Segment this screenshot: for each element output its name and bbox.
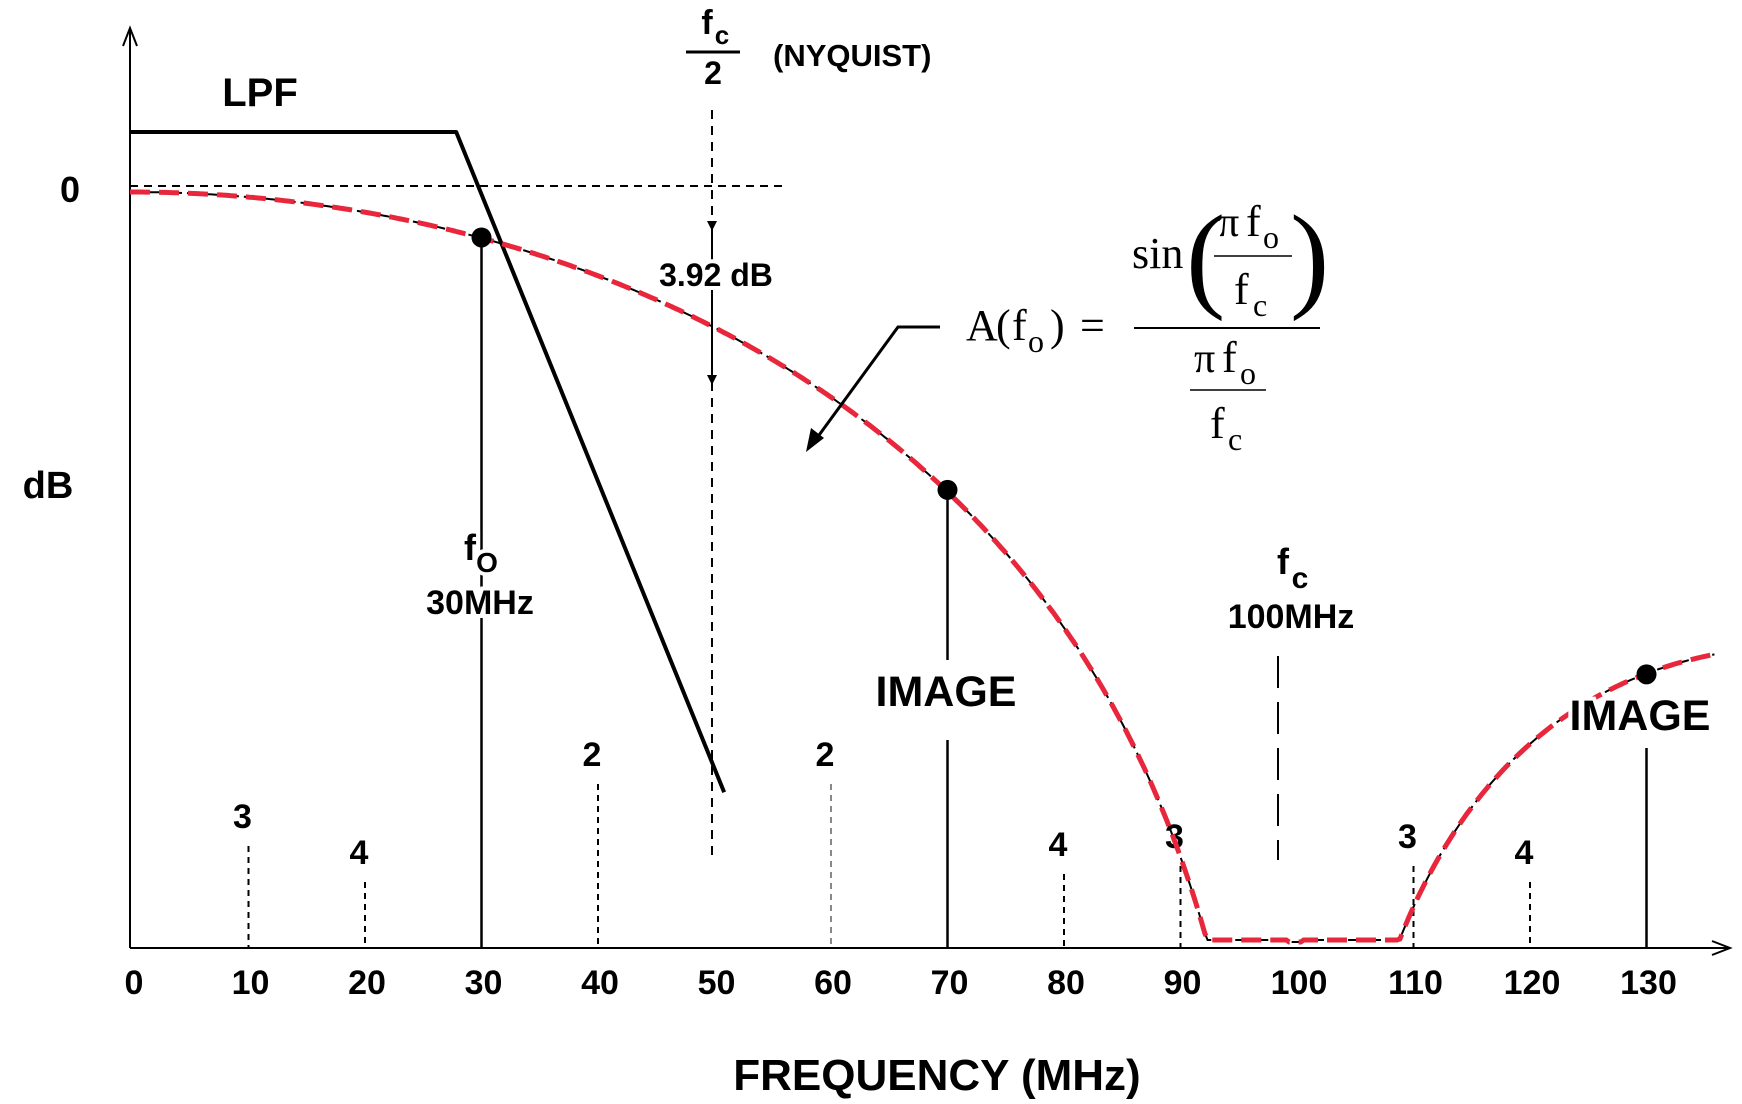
formula-den-f: f	[1222, 333, 1237, 382]
x-tick-label: 100	[1271, 964, 1328, 1002]
sinc-formula: A ( f o ) = sin ( π f o f c ) π f o f c	[966, 191, 1329, 457]
x-tick-label: 20	[348, 964, 386, 1002]
fo-label-symbol: f	[464, 527, 477, 568]
sinc-curve-series	[130, 189, 1715, 945]
formula-pointer-arrowhead-icon	[806, 428, 824, 452]
image-marker-label: 3	[1398, 818, 1417, 856]
nyquist-frac-denominator: 2	[704, 55, 722, 91]
x-tick-label: 0	[125, 964, 144, 1002]
image-marker-label: 4	[350, 834, 369, 872]
formula-lhs-sub: o	[1028, 323, 1044, 359]
fo-point	[471, 227, 492, 248]
image-marker-label: 4	[1515, 834, 1534, 872]
image-point-130	[1636, 664, 1657, 685]
formula-num-den-f: f	[1234, 265, 1249, 314]
formula-num-den-sub-c: c	[1253, 287, 1267, 323]
y-axis-label: dB	[23, 465, 74, 507]
y-zero-label: 0	[60, 169, 80, 210]
fc-label-subscript: c	[1292, 562, 1309, 595]
x-axis-arrow-icon	[1711, 940, 1733, 956]
x-tick-label: 70	[931, 964, 969, 1002]
image-marker-label: 2	[816, 736, 835, 774]
lpf-line	[130, 129, 727, 794]
formula-den-pi: π	[1194, 336, 1215, 382]
nyquist-frac-numerator: f	[701, 4, 713, 42]
formula-sin: sin	[1132, 229, 1183, 278]
lpf-label: LPF	[222, 71, 298, 115]
x-tick-label: 80	[1047, 964, 1085, 1002]
x-tick-label: 50	[698, 964, 736, 1002]
formula-lhs-f: f	[1012, 301, 1027, 350]
x-tick-label: 10	[232, 964, 270, 1002]
formula-num-pi: π	[1218, 200, 1239, 246]
image-marker-label: 3	[233, 798, 252, 836]
image-label-130: IMAGE	[1570, 692, 1711, 740]
nyquist-fraction: f c 2	[686, 4, 740, 91]
nyquist-frac-numerator-sub: c	[715, 20, 729, 50]
formula-lhs-open-paren: (	[996, 301, 1011, 350]
formula-lhs-close-paren: )	[1050, 301, 1065, 350]
formula-den-den-sub-c: c	[1228, 421, 1242, 457]
image-label-70: IMAGE	[876, 668, 1017, 716]
formula-lhs-a: A	[966, 301, 998, 350]
sinc-curve-reference	[130, 191, 1715, 943]
formula-equals: =	[1080, 301, 1105, 350]
x-tick-label: 90	[1164, 964, 1202, 1002]
fc-label-symbol: f	[1277, 541, 1290, 582]
x-tick-label: 120	[1504, 964, 1561, 1002]
image-point-70	[937, 479, 958, 500]
formula-num-right-paren: )	[1290, 191, 1329, 322]
image-markers: 342 24 3 3 4	[233, 736, 1534, 948]
x-axis-label: FREQUENCY (MHz)	[733, 1051, 1140, 1100]
y-axis-arrow-icon	[122, 25, 138, 47]
formula-den-sub-o: o	[1240, 355, 1256, 391]
formula-num-f: f	[1246, 197, 1261, 246]
x-tick-label: 110	[1388, 964, 1443, 1002]
formula-den-den-f: f	[1210, 399, 1225, 448]
x-tick-label: 60	[814, 964, 852, 1002]
formula-num-sub-o: o	[1263, 219, 1279, 255]
x-tick-label: 40	[581, 964, 619, 1002]
formula-pointer-arrow	[812, 325, 940, 443]
fc-label-value: 100MHz	[1228, 598, 1355, 636]
image-marker-label: 2	[583, 736, 602, 774]
image-marker-label: 4	[1049, 826, 1068, 864]
x-tick-labels: 0 10 20 30 40 50 60 70 80 90 100 110 120 130	[125, 964, 1677, 1002]
fo-label-value: 30MHz	[426, 584, 534, 622]
fo-label-subscript: O	[476, 547, 498, 578]
nyquist-attenuation-label: 3.92 dB	[659, 257, 773, 293]
nyquist-label: (NYQUIST)	[773, 38, 931, 73]
x-tick-label: 130	[1620, 964, 1677, 1002]
x-tick-label: 30	[465, 964, 503, 1002]
